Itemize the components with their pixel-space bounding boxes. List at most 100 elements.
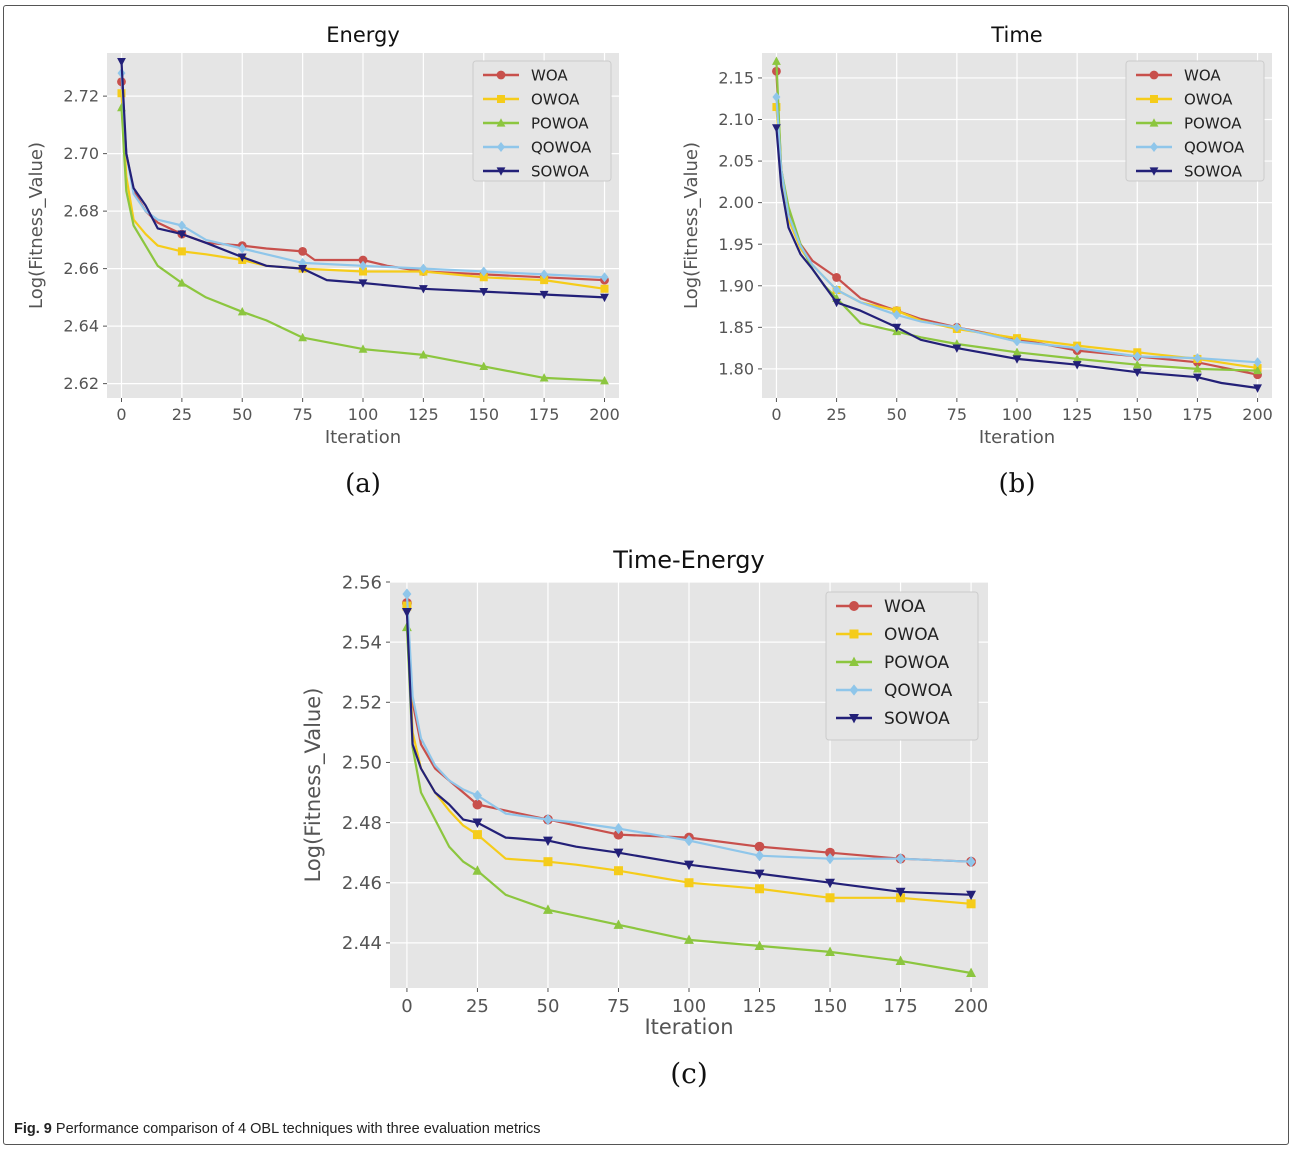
- legend-marker-qowoa: [497, 142, 505, 152]
- chart-2: 0 25 50 75 100 125 150 175 200 2.44 2.46 2.48 2.50 2.…: [301, 546, 988, 1090]
- legend-marker-qowoa: [849, 684, 859, 696]
- data-point-sowoa: [539, 290, 549, 300]
- series-line-woa: [405, 603, 972, 863]
- series-line-sowoa: [120, 61, 605, 299]
- x-tick-label: 200: [589, 405, 620, 424]
- data-point-sowoa: [401, 608, 412, 618]
- y-tick-label: 1.80: [718, 360, 754, 379]
- legend-marker-owoa: [849, 629, 859, 639]
- y-tick-label: 1.90: [718, 276, 754, 295]
- series-line-qowoa: [405, 593, 972, 863]
- legend-marker-powoa: [1149, 118, 1159, 127]
- legend-label-woa: WOA: [531, 66, 568, 84]
- data-point-powoa: [1072, 354, 1082, 363]
- data-point-sowoa: [600, 293, 609, 303]
- data-point-qowoa: [825, 853, 835, 865]
- data-point-sowoa: [825, 878, 835, 889]
- data-point-powoa: [298, 332, 308, 342]
- data-point-sowoa: [966, 890, 977, 901]
- x-tick-label: 175: [1182, 405, 1213, 424]
- data-point-owoa: [540, 276, 549, 285]
- legend-label-powoa: POWOA: [531, 114, 589, 132]
- data-point-sowoa: [1253, 384, 1262, 393]
- data-point-sowoa: [832, 298, 841, 308]
- data-point-sowoa: [1012, 355, 1022, 364]
- legend-marker-woa: [1149, 70, 1159, 80]
- data-point-qowoa: [613, 823, 623, 835]
- legend-label-owoa: OWOA: [531, 90, 580, 108]
- y-tick-label: 2.72: [63, 87, 99, 106]
- legend-label-powoa: POWOA: [884, 653, 950, 673]
- x-tick-label: 200: [1242, 405, 1273, 424]
- data-point-qowoa: [543, 814, 553, 826]
- legend-marker-owoa: [497, 95, 505, 103]
- legend-label-woa: WOA: [1184, 66, 1221, 84]
- y-tick-label: 2.62: [63, 374, 99, 393]
- y-axis-label: Log(Fitness_Value): [681, 142, 702, 309]
- data-point-powoa: [418, 350, 428, 359]
- data-point-owoa: [966, 899, 976, 909]
- chart-title: Time-Energy: [612, 546, 764, 574]
- data-point-owoa: [896, 893, 906, 903]
- data-point-woa: [472, 799, 483, 810]
- legend-marker-qowoa: [1150, 142, 1158, 152]
- data-point-qowoa: [772, 92, 781, 103]
- data-point-powoa: [1193, 364, 1202, 373]
- y-tick-label: 2.54: [342, 632, 382, 653]
- chart-0: 0 25 50 75 100 125 150 175 200 2.62 2.64 2.66 2.68 2.…: [26, 23, 620, 499]
- x-axis-label: Iteration: [644, 1015, 733, 1039]
- legend-label-owoa: OWOA: [1184, 90, 1233, 108]
- data-point-qowoa: [832, 284, 841, 295]
- y-tick-label: 2.68: [63, 202, 99, 221]
- legend-marker-sowoa: [496, 167, 506, 176]
- data-point-qowoa: [952, 322, 961, 333]
- y-tick-label: 2.10: [718, 110, 754, 129]
- legend-label-sowoa: SOWOA: [1184, 162, 1243, 180]
- data-point-woa: [298, 246, 308, 256]
- data-point-powoa: [613, 919, 624, 929]
- data-point-qowoa: [1073, 343, 1082, 354]
- data-point-qowoa: [755, 850, 765, 862]
- data-point-sowoa: [684, 860, 694, 871]
- chart-title: Energy: [326, 23, 400, 47]
- data-point-powoa: [472, 865, 483, 875]
- data-point-sowoa: [613, 848, 624, 859]
- y-tick-label: 1.85: [718, 318, 754, 337]
- y-tick-label: 1.95: [718, 235, 754, 254]
- data-point-qowoa: [472, 789, 482, 802]
- series-line-owoa: [775, 106, 1258, 370]
- data-point-woa: [832, 273, 841, 282]
- legend-marker-powoa: [849, 656, 859, 667]
- data-point-qowoa: [177, 220, 186, 231]
- x-tick-label: 150: [813, 996, 847, 1017]
- data-point-qowoa: [892, 309, 901, 320]
- data-point-owoa: [359, 267, 367, 276]
- series-line-powoa: [405, 627, 972, 975]
- data-point-sowoa: [177, 230, 187, 239]
- legend-marker-owoa: [1150, 95, 1158, 103]
- data-point-qowoa: [684, 835, 694, 847]
- legend-marker-sowoa: [849, 713, 859, 724]
- data-point-powoa: [1253, 365, 1262, 375]
- data-point-powoa: [539, 373, 549, 382]
- data-point-powoa: [895, 955, 906, 965]
- data-point-qowoa: [600, 272, 609, 283]
- data-point-powoa: [600, 375, 609, 385]
- y-tick-label: 2.50: [342, 753, 382, 774]
- data-point-owoa: [479, 273, 488, 282]
- x-tick-label: 175: [529, 405, 560, 424]
- data-point-sowoa: [418, 285, 428, 294]
- data-point-qowoa: [1253, 357, 1262, 368]
- chart-1: 0 25 50 75 100 125 150 175 200 1.80 1.85 1.90 1.95 2.…: [681, 23, 1273, 499]
- y-tick-label: 2.05: [718, 152, 754, 171]
- data-point-sowoa: [892, 323, 902, 333]
- data-point-woa: [613, 829, 624, 840]
- legend-marker-powoa: [496, 118, 506, 127]
- caption-label: Fig. 9: [14, 1121, 52, 1137]
- subfigure-label: (b): [999, 469, 1036, 499]
- y-axis-label: Log(Fitness_Value): [301, 688, 326, 883]
- data-point-sowoa: [1193, 373, 1202, 383]
- data-point-qowoa: [402, 588, 412, 600]
- legend-label-woa: WOA: [884, 597, 926, 617]
